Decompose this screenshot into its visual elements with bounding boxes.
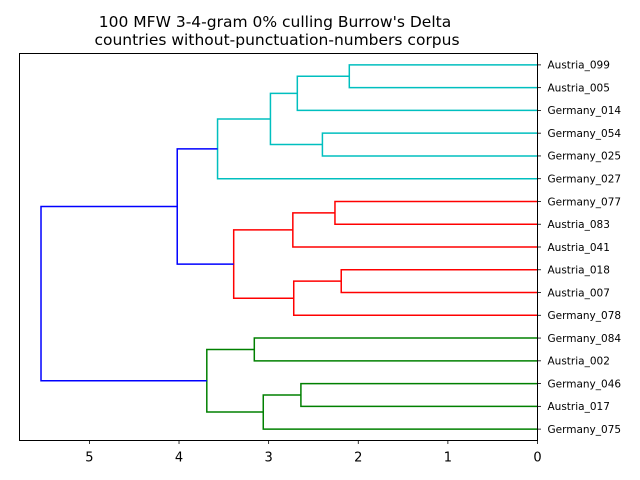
x-tick-label-4: 1 (444, 451, 452, 466)
dendrogram-link-8 (292, 280, 538, 317)
dendrogram-link-10 (176, 148, 234, 265)
chart-subtitle: countries without-punctuation-numbers co… (94, 31, 459, 49)
x-tick-label-3: 2 (354, 451, 362, 466)
dendrogram-link-7 (340, 269, 538, 294)
dendrogram-link-13 (262, 394, 538, 430)
dendrogram-link-4 (216, 118, 538, 180)
leaf-label-10: Austria_007 (548, 287, 610, 299)
dendrogram-link-6 (292, 212, 538, 248)
leaf-label-15: Austria_017 (548, 401, 610, 413)
dendrogram-link-1 (296, 75, 538, 112)
leaf-label-9: Austria_018 (548, 265, 610, 277)
leaf-label-13: Austria_002 (548, 356, 610, 368)
x-tick-label-0: 5 (85, 451, 93, 466)
dendrogram-link-12 (300, 382, 538, 408)
dendrogram-link-9 (232, 229, 294, 299)
x-tick-label-1: 4 (175, 451, 183, 466)
leaf-label-1: Austria_005 (548, 82, 610, 94)
leaf-label-12: Germany_084 (548, 333, 622, 345)
dendrogram-link-0 (348, 64, 538, 89)
leaf-label-7: Austria_083 (548, 219, 610, 231)
dendrogram-link-15 (40, 205, 207, 382)
leaf-label-8: Austria_041 (548, 242, 610, 254)
x-tick-label-2: 3 (265, 451, 273, 466)
leaf-label-16: Germany_075 (548, 424, 622, 436)
leaf-label-4: Germany_025 (548, 151, 622, 163)
dendrogram-link-11 (253, 337, 538, 362)
x-axis-ticks: 5 4 3 2 1 0 (85, 440, 542, 466)
dendrogram-link-3 (269, 92, 323, 146)
leaf-labels: Austria_099 Austria_005 Germany_014 Germany… (537, 60, 622, 436)
leaf-label-0: Austria_099 (548, 60, 610, 72)
leaf-label-11: Germany_078 (548, 310, 622, 322)
dendrogram-link-2 (321, 132, 538, 157)
leaf-label-5: Germany_027 (548, 174, 622, 186)
leaf-label-2: Germany_014 (548, 105, 622, 117)
leaf-label-6: Germany_077 (548, 196, 622, 208)
dendrogram-links (40, 64, 538, 430)
leaf-label-3: Germany_054 (548, 128, 622, 140)
x-tick-label-5: 0 (533, 451, 541, 466)
dendrogram-link-14 (206, 348, 264, 413)
dendrogram-link-5 (334, 200, 538, 225)
leaf-label-14: Germany_046 (548, 378, 622, 390)
chart-title: 100 MFW 3-4-gram 0% culling Burrow's Del… (99, 13, 451, 31)
